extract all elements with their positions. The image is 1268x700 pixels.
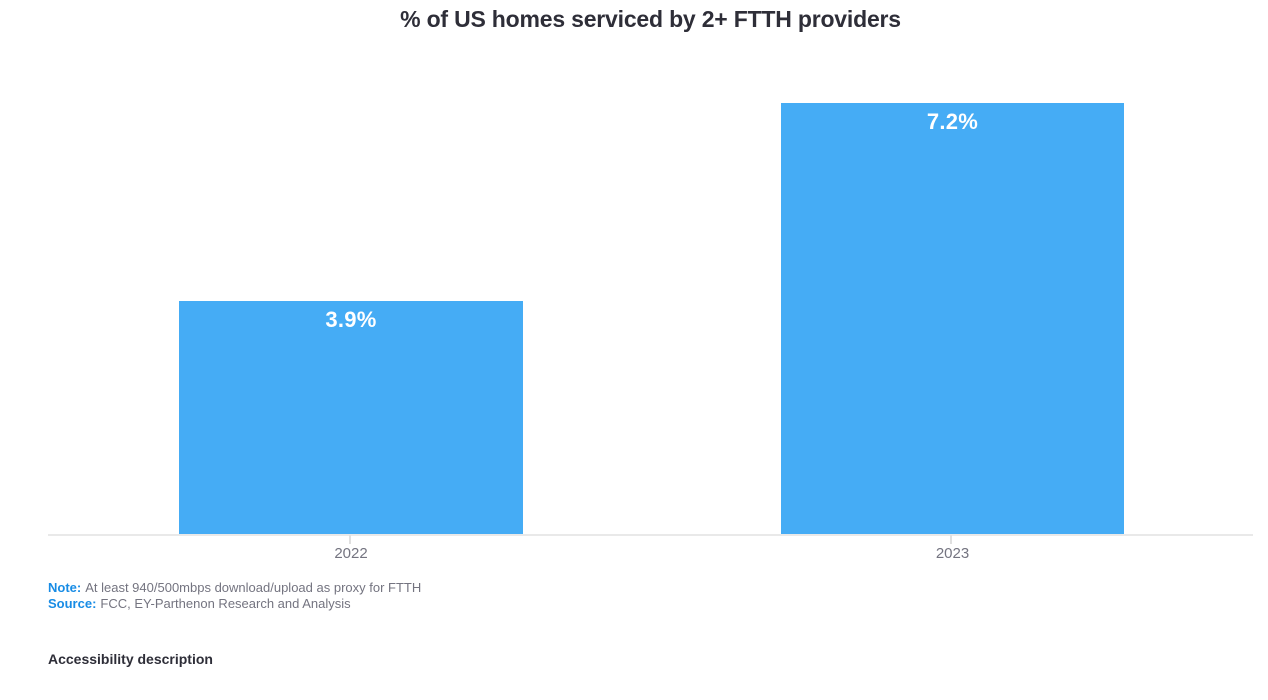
- source-label: Source:: [48, 596, 97, 611]
- x-axis-label-2022: 2022: [334, 545, 368, 562]
- bar-2023[interactable]: 7.2%: [781, 103, 1124, 535]
- bar-value-label-2023: 7.2%: [926, 109, 979, 134]
- footnotes: Note: At least 940/500mbps download/uploa…: [48, 580, 421, 612]
- accessibility-description-label: Accessibility description: [48, 651, 213, 667]
- chart-title: % of US homes serviced by 2+ FTTH provid…: [400, 6, 901, 32]
- bar-value-label-2022: 3.9%: [325, 307, 377, 332]
- x-axis-tick-2022: [349, 535, 351, 544]
- bar-2022[interactable]: 3.9%: [179, 301, 523, 535]
- x-axis-label-2023: 2023: [935, 545, 970, 562]
- x-axis-line: [48, 534, 1253, 536]
- source-line: Source: FCC, EY-Parthenon Research and An…: [48, 596, 421, 612]
- plot-area: 3.9% 7.2%: [48, 0, 1253, 535]
- note-text: At least 940/500mbps download/upload as …: [85, 580, 422, 595]
- note-label: Note:: [48, 580, 82, 595]
- source-text: FCC, EY-Parthenon Research and Analysis: [100, 596, 351, 611]
- x-axis-tick-2023: [950, 535, 952, 544]
- note-line: Note: At least 940/500mbps download/uploa…: [48, 580, 421, 596]
